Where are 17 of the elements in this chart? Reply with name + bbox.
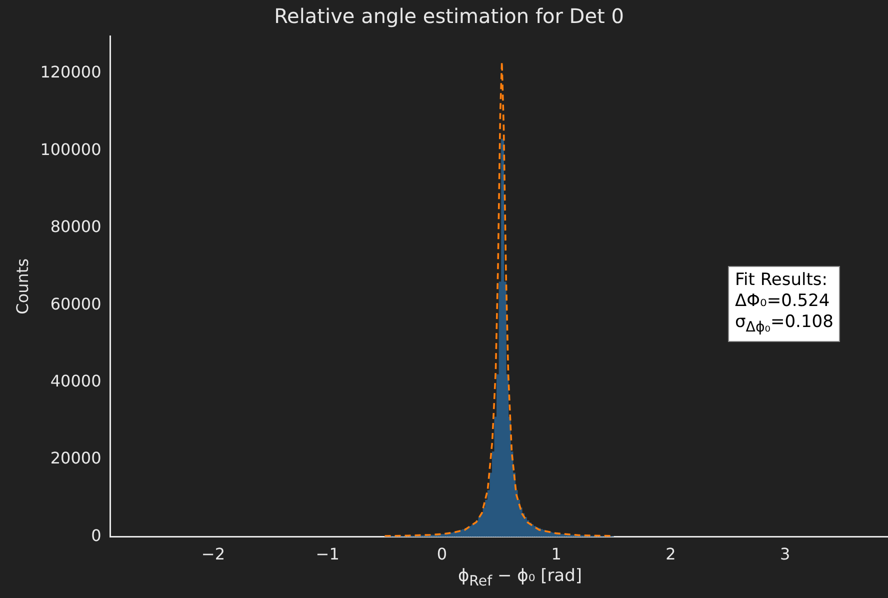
y-tick-label: 80000 — [50, 217, 102, 236]
y-tick-label: 40000 — [50, 372, 102, 391]
x-tick-label: 1 — [551, 544, 562, 564]
x-tick-label: 0 — [436, 544, 448, 564]
y-tick-label: 0 — [91, 526, 102, 545]
x-tick-label: 3 — [780, 544, 790, 564]
y-tick-label: 20000 — [50, 448, 102, 468]
x-tick-label: −1 — [316, 544, 340, 564]
x-tick-label: −2 — [201, 544, 226, 564]
x-tick-label: 2 — [666, 544, 676, 564]
y-axis-title: Counts — [12, 258, 32, 314]
chart-title: Relative angle estimation for Det 0 — [274, 4, 624, 28]
x-axis-title: ϕ$_{Ref}$ − ϕ₀ [rad] — [456, 566, 584, 590]
annotation: Fit Results: ΔΦ₀=0.524 σ$_{Δϕ₀}$=0.108 — [728, 266, 840, 342]
y-tick-label: 60000 — [50, 294, 102, 314]
y-tick-label: 120000 — [40, 62, 102, 82]
y-tick-label: 100000 — [40, 140, 102, 159]
